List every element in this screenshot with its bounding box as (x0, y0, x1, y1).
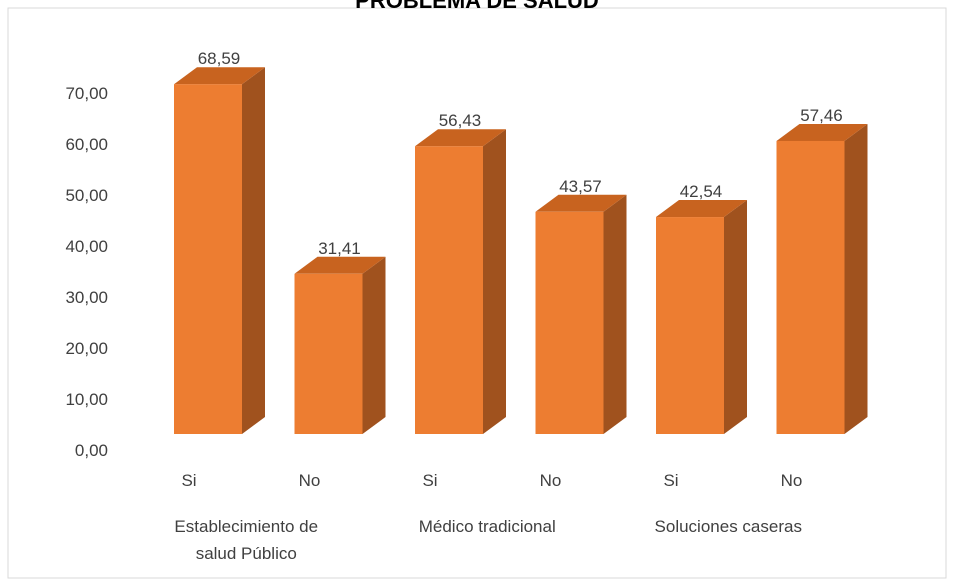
bar-value-label: 31,41 (318, 239, 361, 258)
y-tick-label: 40,00 (65, 237, 108, 256)
bar-side (844, 123, 868, 434)
y-tick-label: 0,00 (75, 441, 108, 460)
bars: 68,59 31,41 56,43 43,57 42,54 57,46 (174, 49, 868, 435)
x-axis: Si No Si No Si No Establecimiento de salud Públ… (174, 471, 802, 563)
bar-front (174, 84, 242, 434)
bar-value-label: 57,46 (800, 106, 843, 125)
chart-title: PROBLEMA DE SALUD (355, 0, 599, 13)
bar-side (724, 200, 747, 434)
bar (656, 200, 747, 434)
x-tick-label: Si (422, 471, 437, 490)
y-tick-label: 70,00 (65, 84, 108, 103)
bar-side (603, 194, 627, 434)
bar (776, 123, 868, 435)
x-tick-label: Si (663, 471, 678, 490)
y-axis: 0,00 10,00 20,00 30,00 40,00 50,00 60,00 70,00 (65, 84, 108, 460)
bar-front (535, 211, 604, 434)
y-tick-label: 10,00 (65, 390, 108, 409)
y-tick-label: 20,00 (65, 339, 108, 358)
x-group-label: Soluciones caseras (655, 517, 802, 536)
y-tick-label: 30,00 (65, 288, 108, 307)
bar-top (415, 129, 506, 147)
bar-side (483, 129, 506, 434)
bar-value-label: 43,57 (559, 177, 602, 196)
bar-top (535, 194, 627, 212)
x-tick-label: No (540, 471, 562, 490)
x-tick-label: No (781, 471, 803, 490)
x-tick-label: No (299, 471, 321, 490)
bar-side (362, 256, 386, 434)
x-group-label: Médico tradicional (419, 517, 556, 536)
x-group-label: salud Público (196, 544, 297, 563)
bar-value-label: 56,43 (439, 111, 482, 130)
bar (535, 194, 627, 434)
bar-front (415, 146, 483, 434)
bar-side (242, 67, 265, 434)
y-tick-label: 50,00 (65, 186, 108, 205)
bar-top (656, 200, 747, 218)
bar-top (294, 256, 386, 274)
bar-front (776, 140, 845, 435)
x-group-label: Establecimiento de (174, 517, 318, 536)
y-tick-label: 60,00 (65, 135, 108, 154)
bar (174, 67, 265, 434)
bar-front (656, 217, 724, 434)
bar-top (174, 67, 265, 85)
bar-top (776, 123, 868, 141)
bar-value-label: 68,59 (198, 49, 241, 68)
x-tick-label: Si (181, 471, 196, 490)
bar-front (294, 273, 363, 434)
bar (294, 256, 386, 434)
bar (415, 129, 506, 434)
bar-value-label: 42,54 (680, 182, 723, 201)
